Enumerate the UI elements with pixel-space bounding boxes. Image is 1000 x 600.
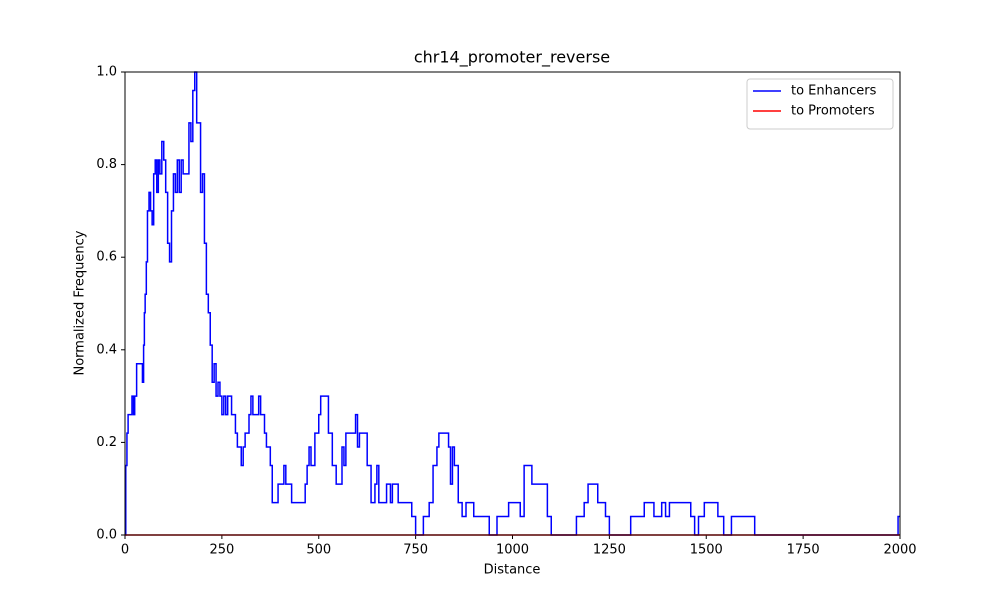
x-tick-label: 1250 (593, 543, 626, 558)
y-axis-label: Normalized Frequency (73, 230, 88, 375)
x-tick-label: 750 (403, 543, 428, 558)
x-tick-label: 2000 (883, 543, 916, 558)
y-tick-label: 0.0 (96, 528, 117, 543)
y-tick-label: 1.0 (96, 65, 117, 80)
x-tick-label: 1750 (787, 543, 820, 558)
y-tick-label: 0.8 (96, 157, 117, 172)
x-tick-label: 1500 (690, 543, 723, 558)
x-tick-label: 250 (209, 543, 234, 558)
x-tick-label: 0 (121, 543, 129, 558)
legend-box (746, 78, 894, 130)
y-tick-label: 0.6 (96, 250, 117, 265)
y-tick-label: 0.2 (96, 435, 117, 450)
x-tick-label: 1000 (496, 543, 529, 558)
x-tick-label: 500 (306, 543, 331, 558)
y-tick-label: 0.4 (96, 342, 117, 357)
chart-title: chr14_promoter_reverse (414, 48, 610, 68)
legend-label: to Promoters (791, 104, 875, 119)
legend-label: to Enhancers (791, 84, 877, 99)
x-axis-label: Distance (484, 563, 541, 578)
plot-frame (124, 71, 901, 536)
data-line (125, 71, 900, 536)
